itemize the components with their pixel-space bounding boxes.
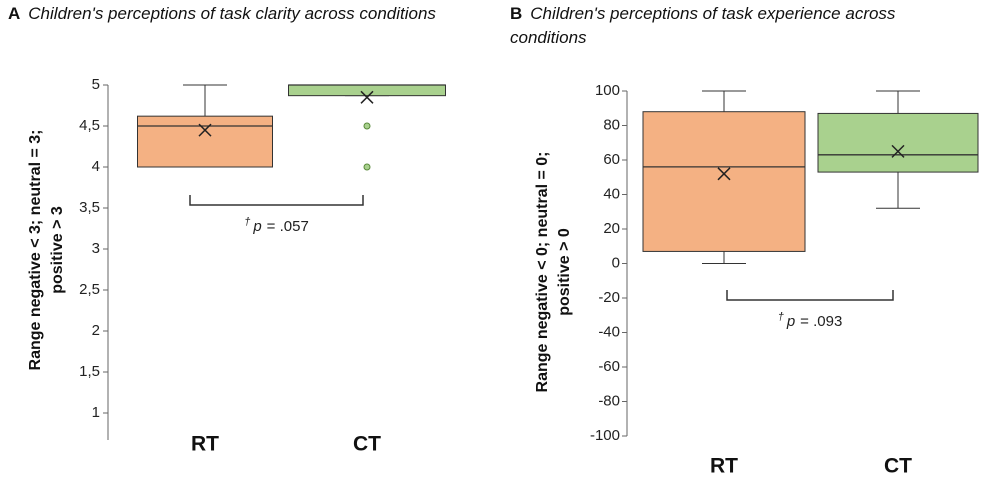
y-tick-label: 80 (603, 116, 620, 133)
y-tick-label: -100 (590, 427, 620, 444)
bracket (726, 290, 894, 301)
y-tick-label: 3,5 (79, 199, 100, 216)
y-tick-label: -80 (598, 392, 620, 409)
outlier (363, 122, 371, 130)
annotation: † p = .093 (778, 311, 843, 330)
y-tick-label: 4,5 (79, 117, 100, 134)
annotation-label: p (786, 313, 795, 330)
chart-title: Children's perceptions of task clarity a… (28, 4, 436, 23)
panel-label: A (8, 4, 21, 23)
y-tick-label: 2 (92, 322, 100, 339)
y-tick-label: 3 (92, 240, 100, 257)
chart-title: Children's perceptions of task experienc… (510, 4, 896, 47)
box (642, 111, 806, 252)
panel-label: B (510, 4, 523, 23)
y-tick-label: 20 (603, 220, 620, 237)
x-tick-label: RT (710, 455, 738, 478)
mean-marker (360, 90, 374, 104)
y-tick-label: 0 (612, 254, 620, 271)
x-tick-label: CT (353, 433, 381, 456)
y-tick-label: 100 (595, 82, 620, 99)
y-tick-label: 1 (92, 404, 100, 421)
x-tick-label: RT (191, 433, 219, 456)
box (817, 112, 979, 173)
annotation-label: p (252, 218, 261, 235)
y-tick-label: 60 (603, 151, 620, 168)
mean-marker (717, 167, 731, 181)
annotation-text: = .057 (267, 218, 309, 235)
title-b: B Children's perceptions of task experien… (510, 2, 960, 50)
annotation-symbol: † (244, 216, 250, 228)
y-tick-label: 2,5 (79, 281, 100, 298)
box (137, 115, 273, 168)
annotation-text: = .093 (800, 313, 842, 330)
title-a: A Children's perceptions of task clarity … (8, 2, 458, 26)
y-tick-label: -60 (598, 358, 620, 375)
annotation: † p = .057 (244, 216, 309, 235)
bracket (189, 195, 364, 206)
mean-marker (198, 123, 212, 137)
x-tick-label: CT (884, 455, 912, 478)
y-tick-label: 1,5 (79, 363, 100, 380)
box (288, 84, 446, 97)
y-tick-label: 5 (92, 76, 100, 93)
y-tick-label: -40 (598, 323, 620, 340)
y-tick-label: 4 (92, 158, 100, 175)
y-tick-label: -20 (598, 289, 620, 306)
annotation-symbol: † (778, 311, 784, 323)
outlier (363, 163, 371, 171)
mean-marker (891, 144, 905, 158)
y-tick-label: 40 (603, 185, 620, 202)
